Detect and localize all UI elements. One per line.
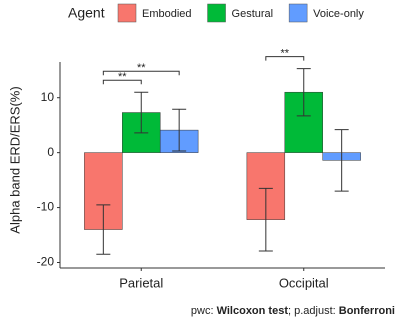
significance-bracket — [102, 79, 142, 85]
legend-title: Agent — [68, 5, 105, 21]
significance-bracket — [102, 70, 180, 76]
caption-part: Wilcoxon test — [217, 305, 289, 317]
error-bar — [296, 68, 311, 117]
error-bar — [334, 129, 349, 192]
significance-label: ** — [118, 71, 127, 83]
legend-swatch — [207, 3, 226, 23]
legend-label: Voice-only — [313, 8, 364, 20]
caption: pwc: Wilcoxon test; p.adjust: Bonferroni — [191, 305, 395, 317]
error-bar — [258, 187, 273, 252]
significance-label: ** — [137, 62, 146, 74]
legend-label: Gestural — [232, 8, 274, 20]
significance-bracket — [265, 56, 305, 61]
caption-part: Bonferroni — [339, 305, 395, 317]
legend-swatch — [288, 3, 308, 23]
significance-label: ** — [281, 47, 290, 59]
y-tick-label: -10 — [37, 200, 55, 214]
error-bar — [96, 204, 111, 255]
x-tick-label: Parietal — [119, 275, 163, 290]
error-bar — [172, 108, 187, 152]
caption-part: ; p.adjust: — [288, 305, 339, 317]
y-tick-label: 0 — [47, 145, 54, 159]
y-tick-label: -20 — [37, 255, 55, 269]
legend-swatch — [117, 3, 137, 23]
y-axis-label: Alpha band ERD/ERS(%) — [7, 86, 22, 233]
y-tick-label: 10 — [41, 90, 55, 104]
x-tick-label: Occipital — [279, 275, 329, 290]
caption-part: pwc: — [191, 305, 217, 317]
legend-label: Embodied — [142, 8, 192, 20]
error-bar — [134, 91, 149, 134]
